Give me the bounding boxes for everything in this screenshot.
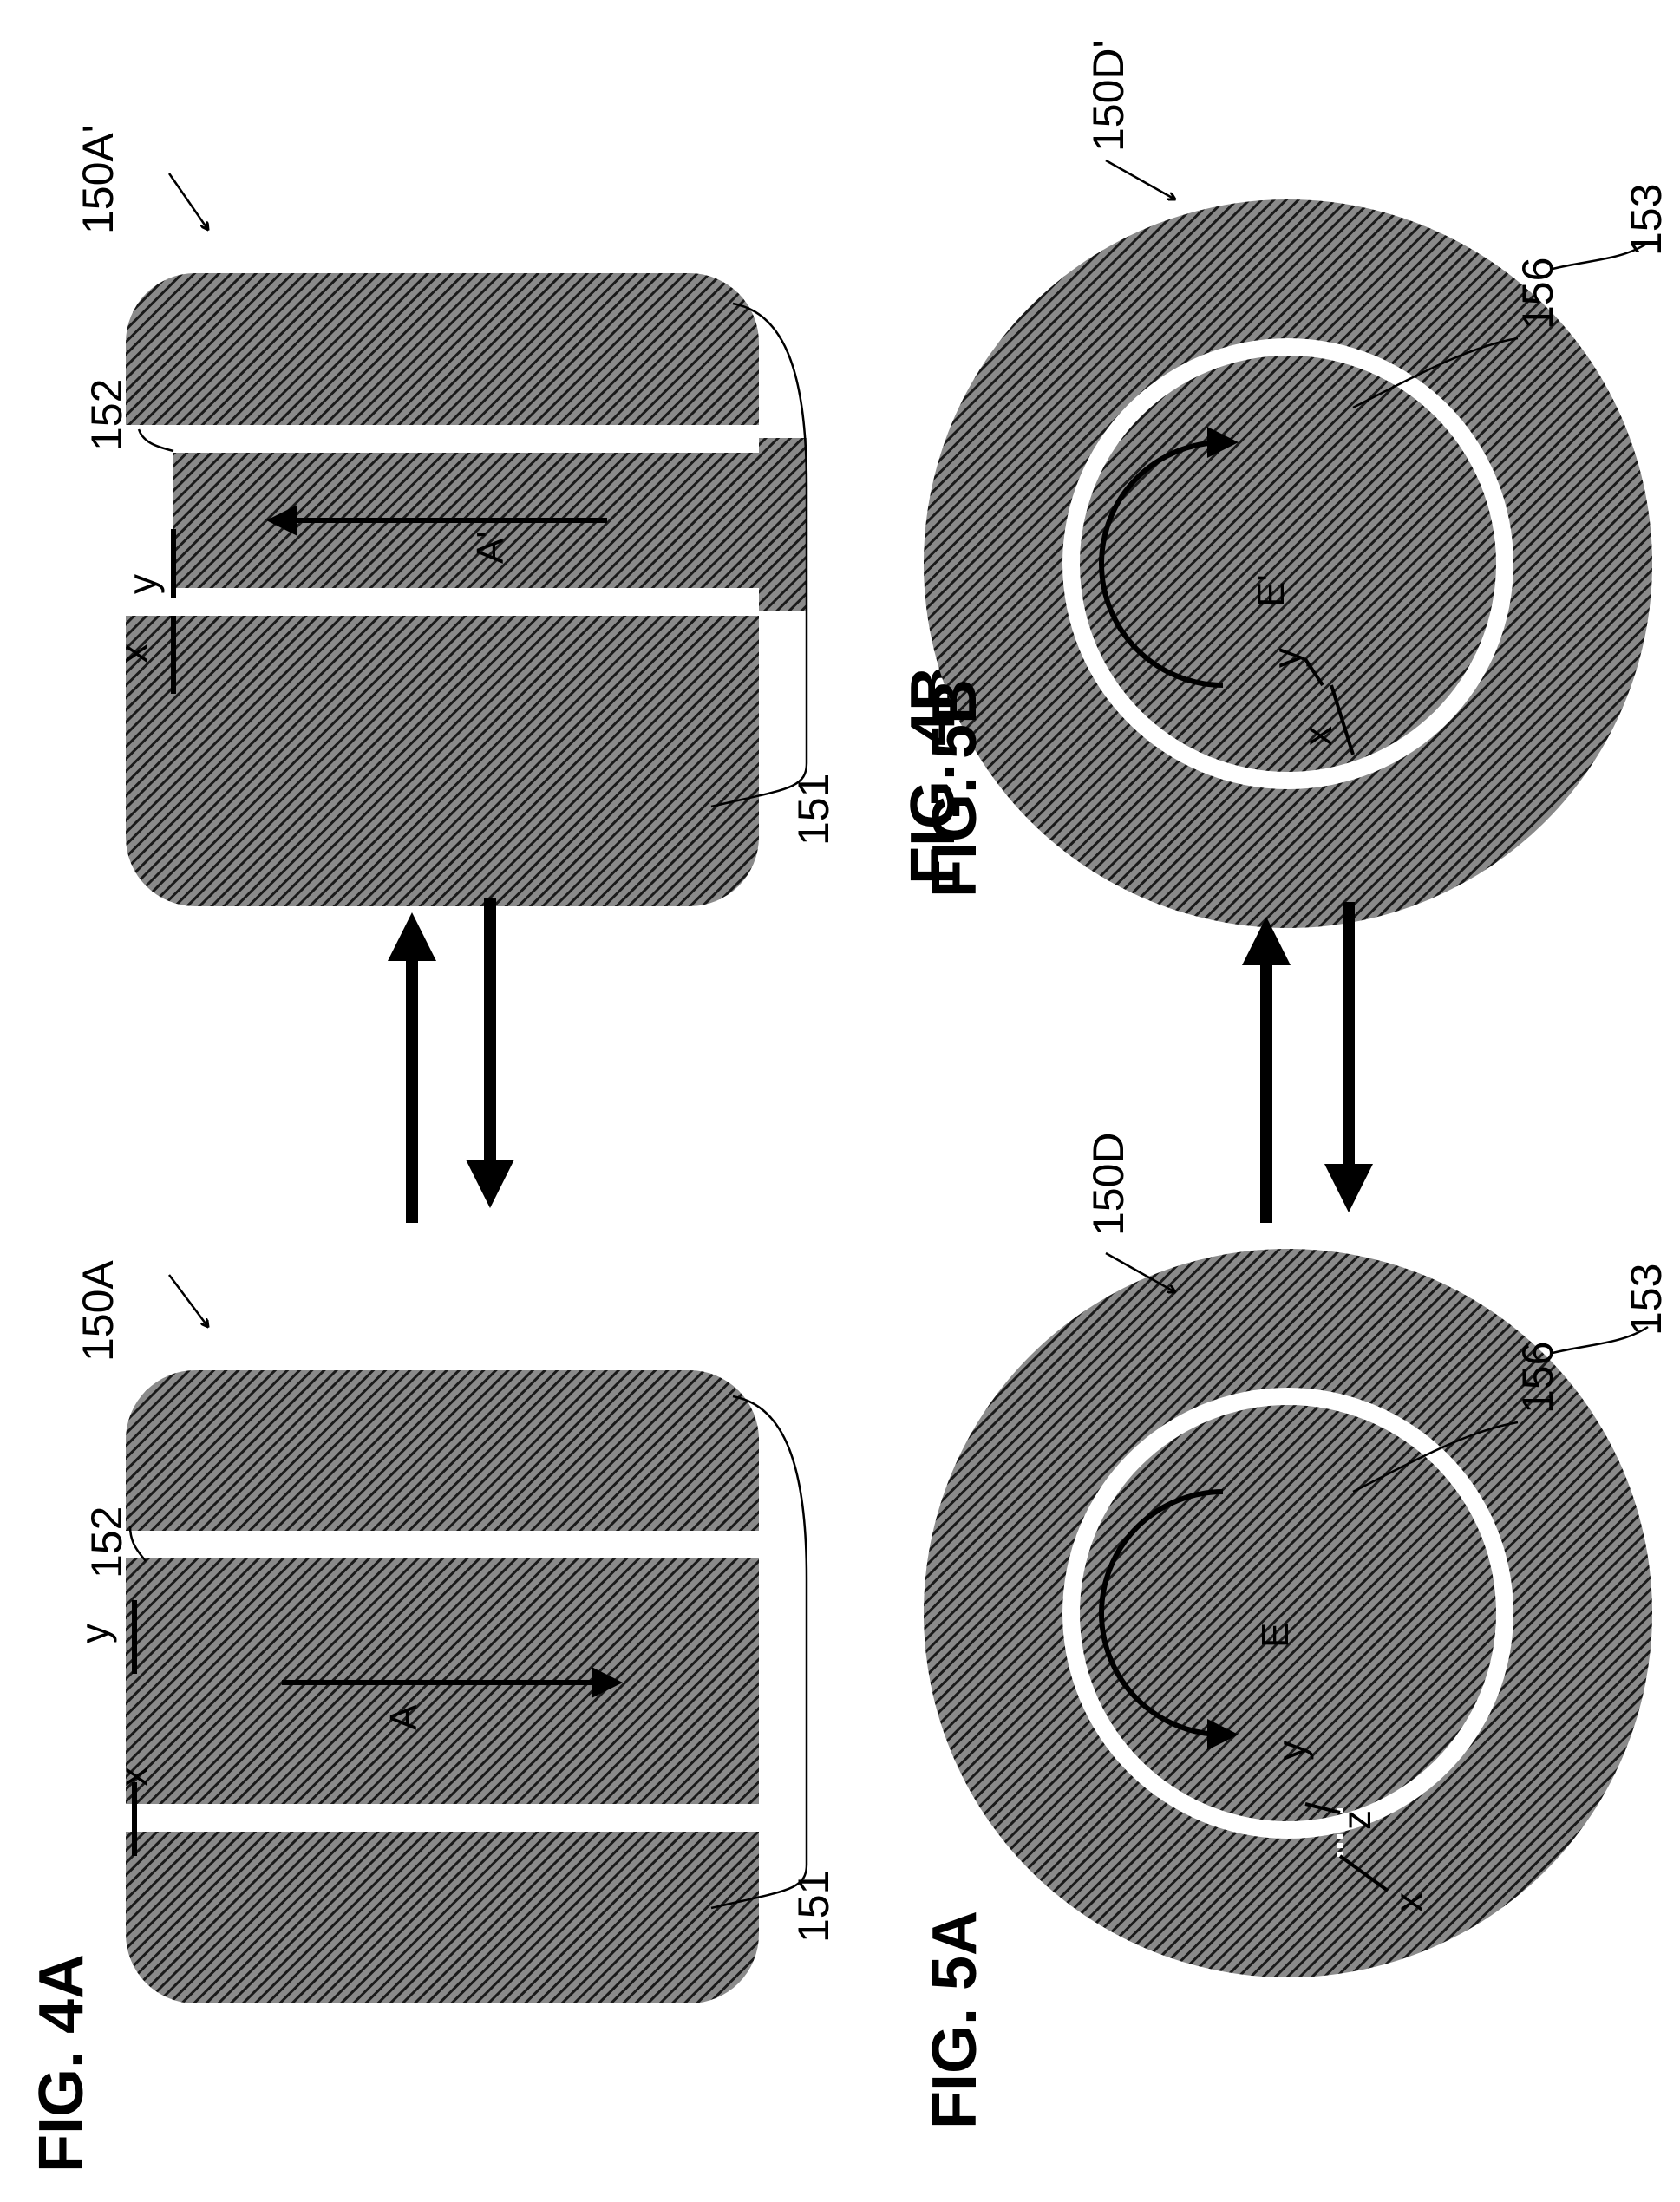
inner-member-156 (1080, 356, 1496, 772)
axis-label-z: z (1334, 1810, 1379, 1830)
ref-153: 153 (1622, 1264, 1670, 1336)
strip-gap-lower (126, 588, 759, 616)
axis-label-y: y (1265, 648, 1310, 668)
ref-153: 153 (1622, 184, 1670, 256)
ref-150a: 150A (74, 1260, 122, 1362)
axis-label-y: y (1269, 1741, 1314, 1761)
fig-5b-title: FIG. 5B (920, 679, 990, 898)
ref-151: 151 (789, 1871, 838, 1943)
pointer-150d-prime (1106, 160, 1175, 199)
fig-4b: A' x y 152 151 150A' FIG. 4B (74, 125, 968, 906)
axis-label-y: y (120, 574, 165, 594)
ref-150a-prime: 150A' (74, 125, 122, 234)
ref-152: 152 (82, 1506, 131, 1578)
fig-5b: E' x y 156 153 150D' FIG. 5B (920, 40, 1670, 928)
axis-label-y: y (72, 1624, 117, 1643)
motion-label-e-prime: E' (1250, 574, 1292, 607)
ref-152: 152 (82, 379, 131, 451)
fig-4a: A x y 152 151 150A FIG. 4A (27, 1260, 838, 2173)
pointer-150a (169, 1275, 208, 1327)
ref-150d-prime: 150D' (1084, 40, 1133, 152)
motion-label-e: E (1254, 1623, 1297, 1648)
motion-label-a-prime: A' (469, 531, 512, 564)
axis-label-x: x (1386, 1892, 1431, 1912)
motion-label-a: A (382, 1704, 425, 1730)
strip-gap-upper (126, 425, 759, 453)
fig-5a-title: FIG. 5A (920, 1911, 990, 2129)
strip-gap-upper (126, 1531, 759, 1558)
reversible-arrows-fig5 (1266, 902, 1349, 1223)
fig-5a: E x y z 156 153 150D FIG. 5A (920, 1132, 1670, 2129)
fig-4a-title: FIG. 4A (27, 1954, 96, 2173)
ref-151: 151 (789, 774, 838, 846)
strip-offset-extension (759, 438, 807, 611)
strip-gap-lower (126, 1804, 759, 1832)
device-150a-body (126, 1370, 759, 2003)
reversible-arrows-fig4 (412, 898, 490, 1223)
ref-150d: 150D (1084, 1132, 1133, 1236)
axis-label-x: x (111, 1767, 156, 1787)
axis-label-x: x (1295, 726, 1340, 746)
pointer-150a-prime (169, 173, 208, 230)
axis-label-x: x (111, 644, 156, 663)
